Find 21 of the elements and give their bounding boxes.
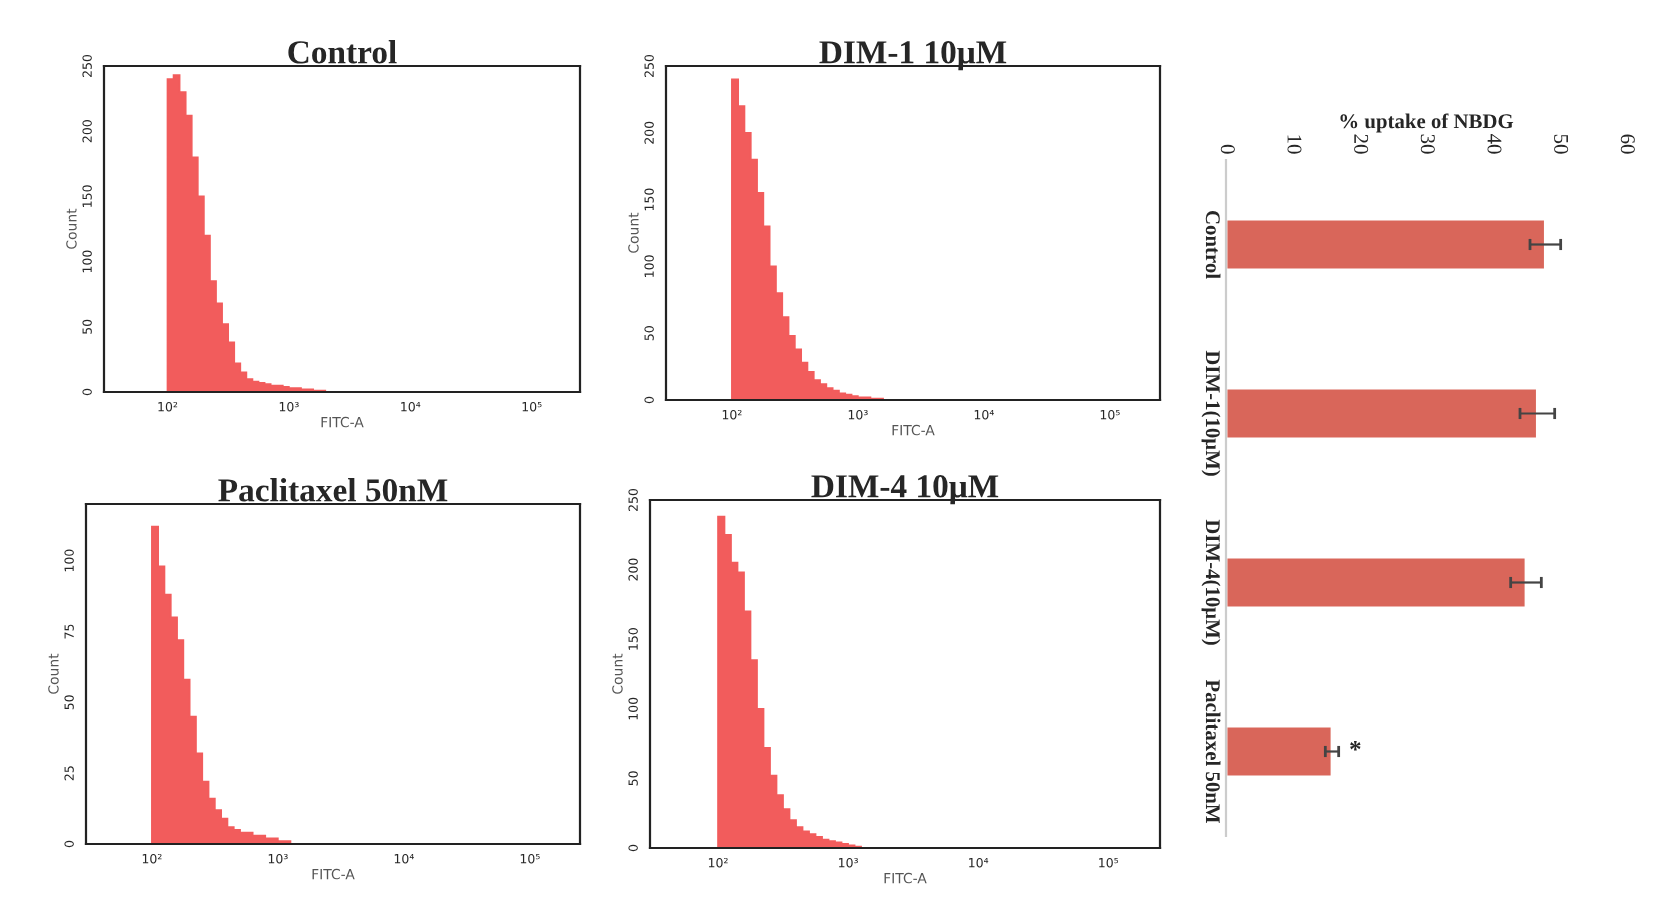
annotation: * bbox=[1350, 741, 1361, 751]
y-tick-label: DIM-4(10μM) bbox=[1201, 519, 1221, 645]
x-axis-title: % uptake of NBDG bbox=[1340, 113, 1514, 133]
bar bbox=[1226, 217, 1547, 272]
bar bbox=[1226, 555, 1528, 610]
chart-title: Paclitaxel 50nM bbox=[218, 478, 448, 502]
bar bbox=[1226, 724, 1334, 779]
y-tick-label: Paclitaxel 50nM bbox=[1205, 679, 1221, 823]
x-tick-label: 20 bbox=[1354, 134, 1369, 154]
x-tick-label: 60 bbox=[1620, 134, 1635, 154]
bar bbox=[1226, 386, 1539, 441]
x-tick-label: 30 bbox=[1420, 134, 1435, 154]
x-tick-label: 50 bbox=[1554, 134, 1569, 154]
chart-title: DIM-1 10μM bbox=[819, 41, 1007, 71]
chart-title: DIM-4 10μM bbox=[811, 475, 999, 505]
chart-title: Control bbox=[288, 40, 397, 64]
y-tick-label: Control bbox=[1205, 210, 1221, 279]
x-tick-label: 40 bbox=[1487, 134, 1502, 154]
x-tick-label: 0 bbox=[1220, 144, 1235, 154]
x-tick-label: 10 bbox=[1287, 135, 1302, 154]
y-tick-label: DIM-1(10μM) bbox=[1201, 350, 1221, 476]
